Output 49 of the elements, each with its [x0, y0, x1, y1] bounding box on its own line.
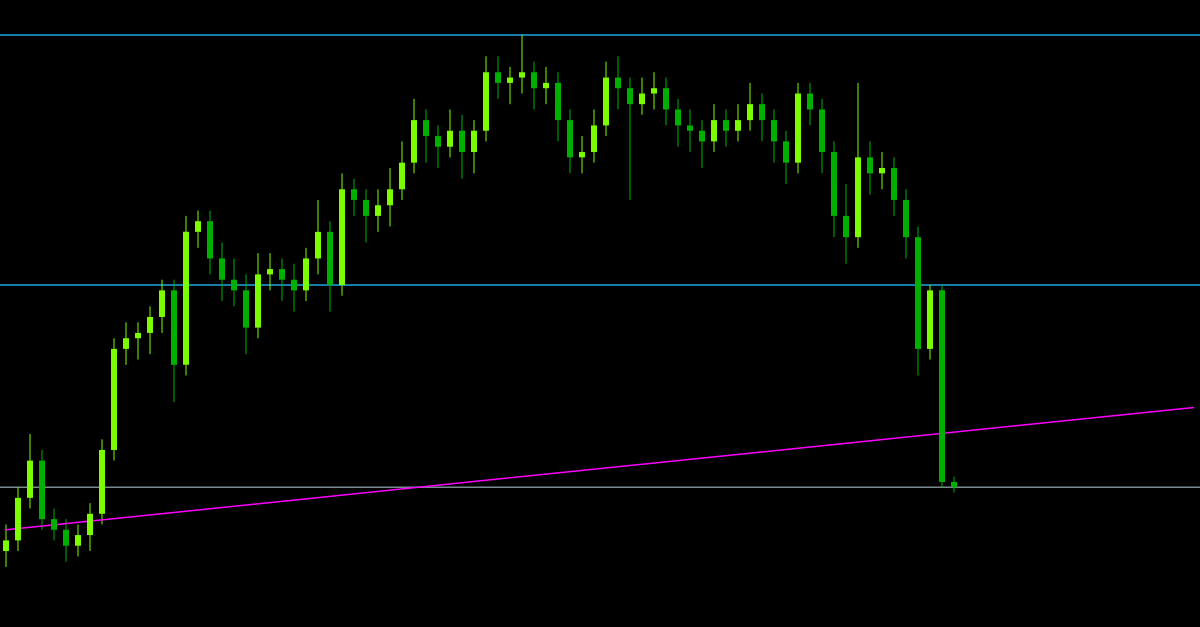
- candlestick: [699, 119, 705, 169]
- candlestick: [747, 82, 753, 132]
- candlestick: [123, 321, 129, 366]
- candlestick: [663, 77, 669, 126]
- candlestick: [435, 124, 441, 169]
- candlestick: [759, 93, 765, 142]
- candlestick: [219, 241, 225, 302]
- candlestick: [147, 305, 153, 355]
- candlestick: [867, 140, 873, 196]
- candlestick: [519, 34, 525, 95]
- candlestick: [723, 108, 729, 148]
- candlestick: [75, 523, 81, 557]
- candlestick: [63, 518, 69, 563]
- candlestick: [423, 108, 429, 164]
- candlestick: [543, 66, 549, 105]
- candlestick: [639, 77, 645, 116]
- candlestick: [651, 71, 657, 110]
- candlestick: [531, 61, 537, 110]
- candlestick: [579, 135, 585, 174]
- candlestick: [279, 257, 285, 302]
- candlestick: [87, 502, 93, 552]
- candlestick: [375, 188, 381, 233]
- candlestick: [459, 114, 465, 180]
- candlestick: [687, 108, 693, 153]
- candlestick: [783, 130, 789, 185]
- candlestick: [735, 103, 741, 142]
- candlestick: [471, 119, 477, 174]
- candlestick: [231, 257, 237, 307]
- candlestick: [771, 108, 777, 164]
- candlestick: [879, 151, 885, 190]
- candlestick: [495, 55, 501, 100]
- candlestick: [807, 82, 813, 126]
- candlestick: [387, 167, 393, 228]
- candlestick: [951, 476, 957, 494]
- candlestick: [267, 252, 273, 291]
- candlestick: [627, 77, 633, 201]
- candlestick: [615, 55, 621, 110]
- candlestick: [291, 263, 297, 313]
- candlestick: [507, 66, 513, 105]
- candlestick: [195, 210, 201, 249]
- candlestick: [351, 178, 357, 217]
- candlestick: [843, 183, 849, 265]
- candlestick: [135, 321, 141, 361]
- candlestick: [675, 98, 681, 148]
- candlestick: [3, 523, 9, 568]
- candlestick: [51, 507, 57, 541]
- candlestick: [447, 108, 453, 158]
- candlestick: [711, 103, 717, 153]
- candlestick: [363, 188, 369, 243]
